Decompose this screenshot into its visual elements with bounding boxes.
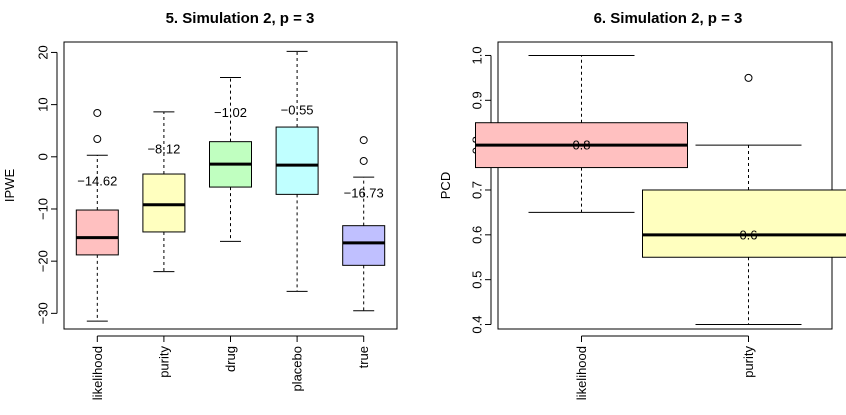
y-tick-label: 0.7 [470, 181, 485, 199]
y-tick-label: −10 [36, 198, 51, 220]
annotation-purity: 0.6 [739, 227, 757, 242]
y-tick-label: −30 [36, 302, 51, 324]
outlier-point-true [359, 156, 368, 165]
outlier-point-true [359, 136, 368, 145]
box-true [342, 225, 386, 266]
y-tick-label: 0.5 [470, 271, 485, 289]
box-purity [642, 189, 846, 258]
y-tick-label: −20 [36, 250, 51, 272]
annotation-purity: −8.12 [147, 141, 180, 156]
y-tick-label: 0.4 [470, 315, 485, 333]
x-tick-label-purity: purity [741, 346, 756, 378]
y-tick-label: 1.0 [470, 46, 485, 64]
y-tick-label: 0.6 [470, 226, 485, 244]
x-tick-label-placebo: placebo [290, 346, 305, 392]
chart-title-1: 5. Simulation 2, p = 3 [166, 10, 315, 27]
plot-frame-2 [497, 41, 833, 330]
plot-frame-1 [63, 41, 398, 330]
box-likelihood [75, 209, 119, 256]
annotation-drug: −1.02 [214, 105, 247, 120]
y-axis-label-2: PCD [438, 172, 453, 199]
y-axis-label-1: IPWE [2, 169, 17, 203]
annotation-likelihood: 0.8 [572, 138, 590, 153]
box-purity [142, 173, 186, 233]
annotation-true: −16.73 [344, 185, 384, 200]
chart-title-2: 6. Simulation 2, p = 3 [594, 10, 743, 27]
x-tick-label-likelihood: likelihood [90, 346, 105, 400]
annotation-placebo: −0.55 [281, 102, 314, 117]
outlier-point-likelihood [93, 108, 102, 117]
y-tick-label: 10 [36, 97, 51, 111]
outlier-point-purity [744, 73, 753, 82]
y-tick-label: 0.9 [470, 91, 485, 109]
y-tick-label: 0 [36, 153, 51, 160]
x-tick-label-purity: purity [156, 346, 171, 378]
box-placebo [275, 126, 319, 195]
outlier-point-likelihood [93, 135, 102, 144]
annotation-likelihood: −14.62 [77, 173, 117, 188]
y-tick-label: 20 [36, 45, 51, 59]
x-tick-label-likelihood: likelihood [574, 346, 589, 400]
x-tick-label-true: true [356, 346, 371, 368]
x-tick-label-drug: drug [223, 346, 238, 372]
